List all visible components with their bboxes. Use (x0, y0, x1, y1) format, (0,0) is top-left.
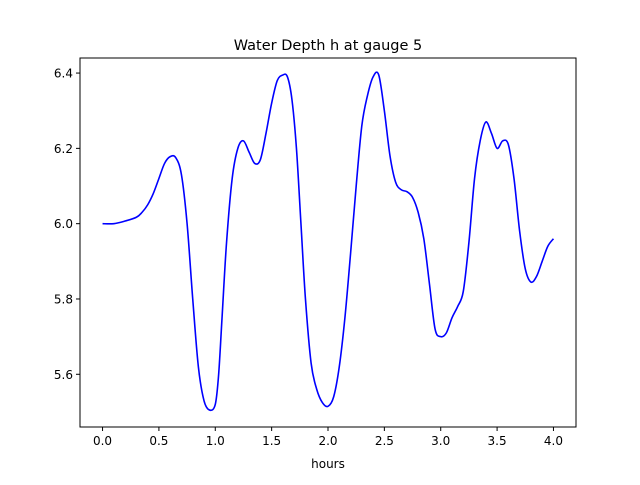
x-tick-label: 3.0 (431, 434, 450, 448)
x-tick-label: 3.5 (488, 434, 507, 448)
x-tick-label: 0.5 (149, 434, 168, 448)
y-tick-label: 5.6 (54, 368, 73, 382)
chart-title: Water Depth h at gauge 5 (234, 38, 422, 54)
x-tick-label: 2.0 (318, 434, 337, 448)
plot-frame (79, 57, 577, 428)
ticks-layer: 0.0 0.5 1.0 1.5 2.0 2.5 3.0 3.5 4.0 5.6 5.8 6.0 6.2 6… (54, 67, 563, 448)
x-tick-label: 1.0 (206, 434, 225, 448)
x-tick-label: 2.5 (375, 434, 394, 448)
series-line (102, 71, 555, 412)
x-tick-label: 4.0 (544, 434, 563, 448)
data-layer (102, 71, 555, 412)
x-axis-label: hours (311, 457, 345, 471)
y-tick-label: 6.2 (54, 142, 73, 156)
x-tick-label: 1.5 (262, 434, 281, 448)
y-tick-label: 5.8 (54, 292, 73, 306)
y-tick-label: 6.0 (54, 217, 73, 231)
x-tick-label: 0.0 (93, 434, 112, 448)
y-tick-label: 6.4 (54, 67, 73, 81)
